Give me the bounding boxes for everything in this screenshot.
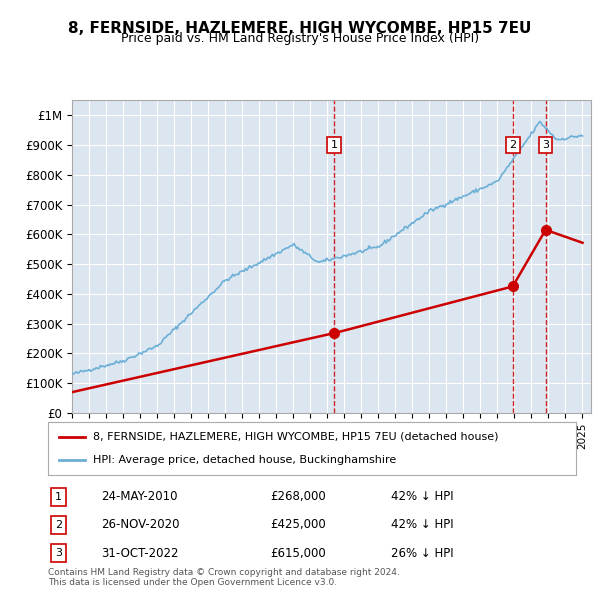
Text: £615,000: £615,000 <box>270 547 326 560</box>
Text: 8, FERNSIDE, HAZLEMERE, HIGH WYCOMBE, HP15 7EU (detached house): 8, FERNSIDE, HAZLEMERE, HIGH WYCOMBE, HP… <box>93 432 499 442</box>
Text: 1: 1 <box>331 140 338 150</box>
Text: Price paid vs. HM Land Registry's House Price Index (HPI): Price paid vs. HM Land Registry's House … <box>121 32 479 45</box>
Text: 2: 2 <box>509 140 516 150</box>
Text: HPI: Average price, detached house, Buckinghamshire: HPI: Average price, detached house, Buck… <box>93 455 396 465</box>
Text: 42% ↓ HPI: 42% ↓ HPI <box>391 519 454 532</box>
Text: 3: 3 <box>55 548 62 558</box>
Text: 3: 3 <box>542 140 549 150</box>
Text: 26% ↓ HPI: 26% ↓ HPI <box>391 547 454 560</box>
Text: 24-MAY-2010: 24-MAY-2010 <box>101 490 178 503</box>
Text: 31-OCT-2022: 31-OCT-2022 <box>101 547 178 560</box>
Text: 42% ↓ HPI: 42% ↓ HPI <box>391 490 454 503</box>
Text: 2: 2 <box>55 520 62 530</box>
Text: 26-NOV-2020: 26-NOV-2020 <box>101 519 179 532</box>
Text: Contains HM Land Registry data © Crown copyright and database right 2024.
This d: Contains HM Land Registry data © Crown c… <box>48 568 400 587</box>
Text: 8, FERNSIDE, HAZLEMERE, HIGH WYCOMBE, HP15 7EU: 8, FERNSIDE, HAZLEMERE, HIGH WYCOMBE, HP… <box>68 21 532 35</box>
Text: £268,000: £268,000 <box>270 490 326 503</box>
Text: 1: 1 <box>55 491 62 502</box>
Text: £425,000: £425,000 <box>270 519 326 532</box>
